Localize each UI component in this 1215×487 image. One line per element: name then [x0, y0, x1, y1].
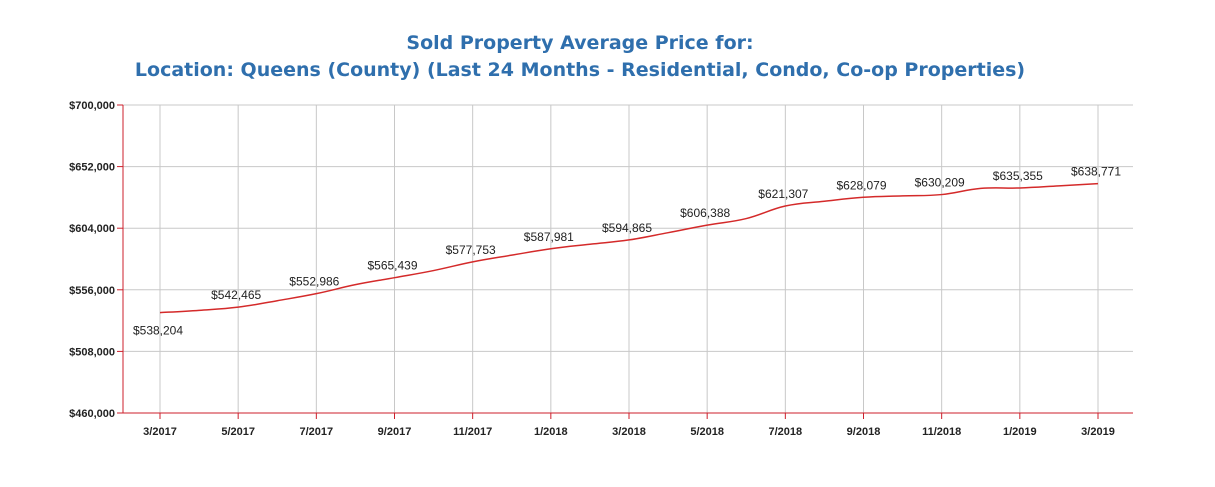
series-line	[159, 182, 1099, 314]
x-tick-label: 9/2018	[847, 426, 881, 438]
data-label: $552,986	[289, 275, 339, 289]
data-label: $538,204	[133, 324, 183, 338]
y-tick-label: $556,000	[69, 285, 115, 297]
y-tick-label: $508,000	[69, 346, 115, 358]
x-tick-label: 1/2018	[534, 426, 568, 438]
y-tick-label: $700,000	[69, 100, 115, 112]
data-label: $542,465	[211, 288, 261, 302]
data-label: $638,771	[1071, 165, 1121, 179]
x-tick-label: 9/2017	[378, 426, 412, 438]
x-tick-label: 11/2018	[922, 426, 961, 438]
data-label: $635,355	[993, 169, 1043, 183]
x-tick-label: 7/2018	[769, 426, 803, 438]
grid-lines	[123, 104, 1133, 413]
x-tick-label: 3/2018	[612, 426, 646, 438]
x-tick-label: 1/2019	[1003, 426, 1037, 438]
chart-title: Sold Property Average Price for:	[406, 32, 753, 54]
data-label: $630,209	[915, 176, 965, 190]
y-tick-label: $604,000	[69, 223, 115, 235]
series-layer	[159, 182, 1099, 314]
data-label: $577,753	[446, 243, 496, 257]
data-label: $587,981	[524, 230, 574, 244]
y-tick-labels: $460,000 $508,000 $556,000 $604,000 $652,000…	[69, 100, 115, 420]
chart-subtitle: Location: Queens (County) (Last 24 Month…	[135, 59, 1025, 81]
x-tick-label: 3/2019	[1081, 426, 1115, 438]
data-label: $621,307	[758, 187, 808, 201]
x-tick-label: 3/2017	[143, 426, 177, 438]
data-labels: $538,204 $542,465 $552,986 $565,439 $577,753…	[133, 165, 1121, 338]
x-tick-label: 7/2017	[300, 426, 334, 438]
y-tick-label: $460,000	[69, 408, 115, 420]
data-label: $565,439	[367, 259, 417, 273]
x-tick-label: 11/2017	[453, 426, 492, 438]
y-tick-label: $652,000	[69, 162, 115, 174]
data-label: $606,388	[680, 206, 730, 220]
axes	[117, 104, 1133, 419]
data-label: $594,865	[602, 221, 652, 235]
x-tick-labels: 3/2017 5/2017 7/2017 9/2017 11/2017 1/2018 3/2…	[143, 426, 1115, 438]
x-tick-label: 5/2018	[690, 426, 724, 438]
x-tick-label: 5/2017	[221, 426, 255, 438]
data-label: $628,079	[836, 178, 886, 192]
